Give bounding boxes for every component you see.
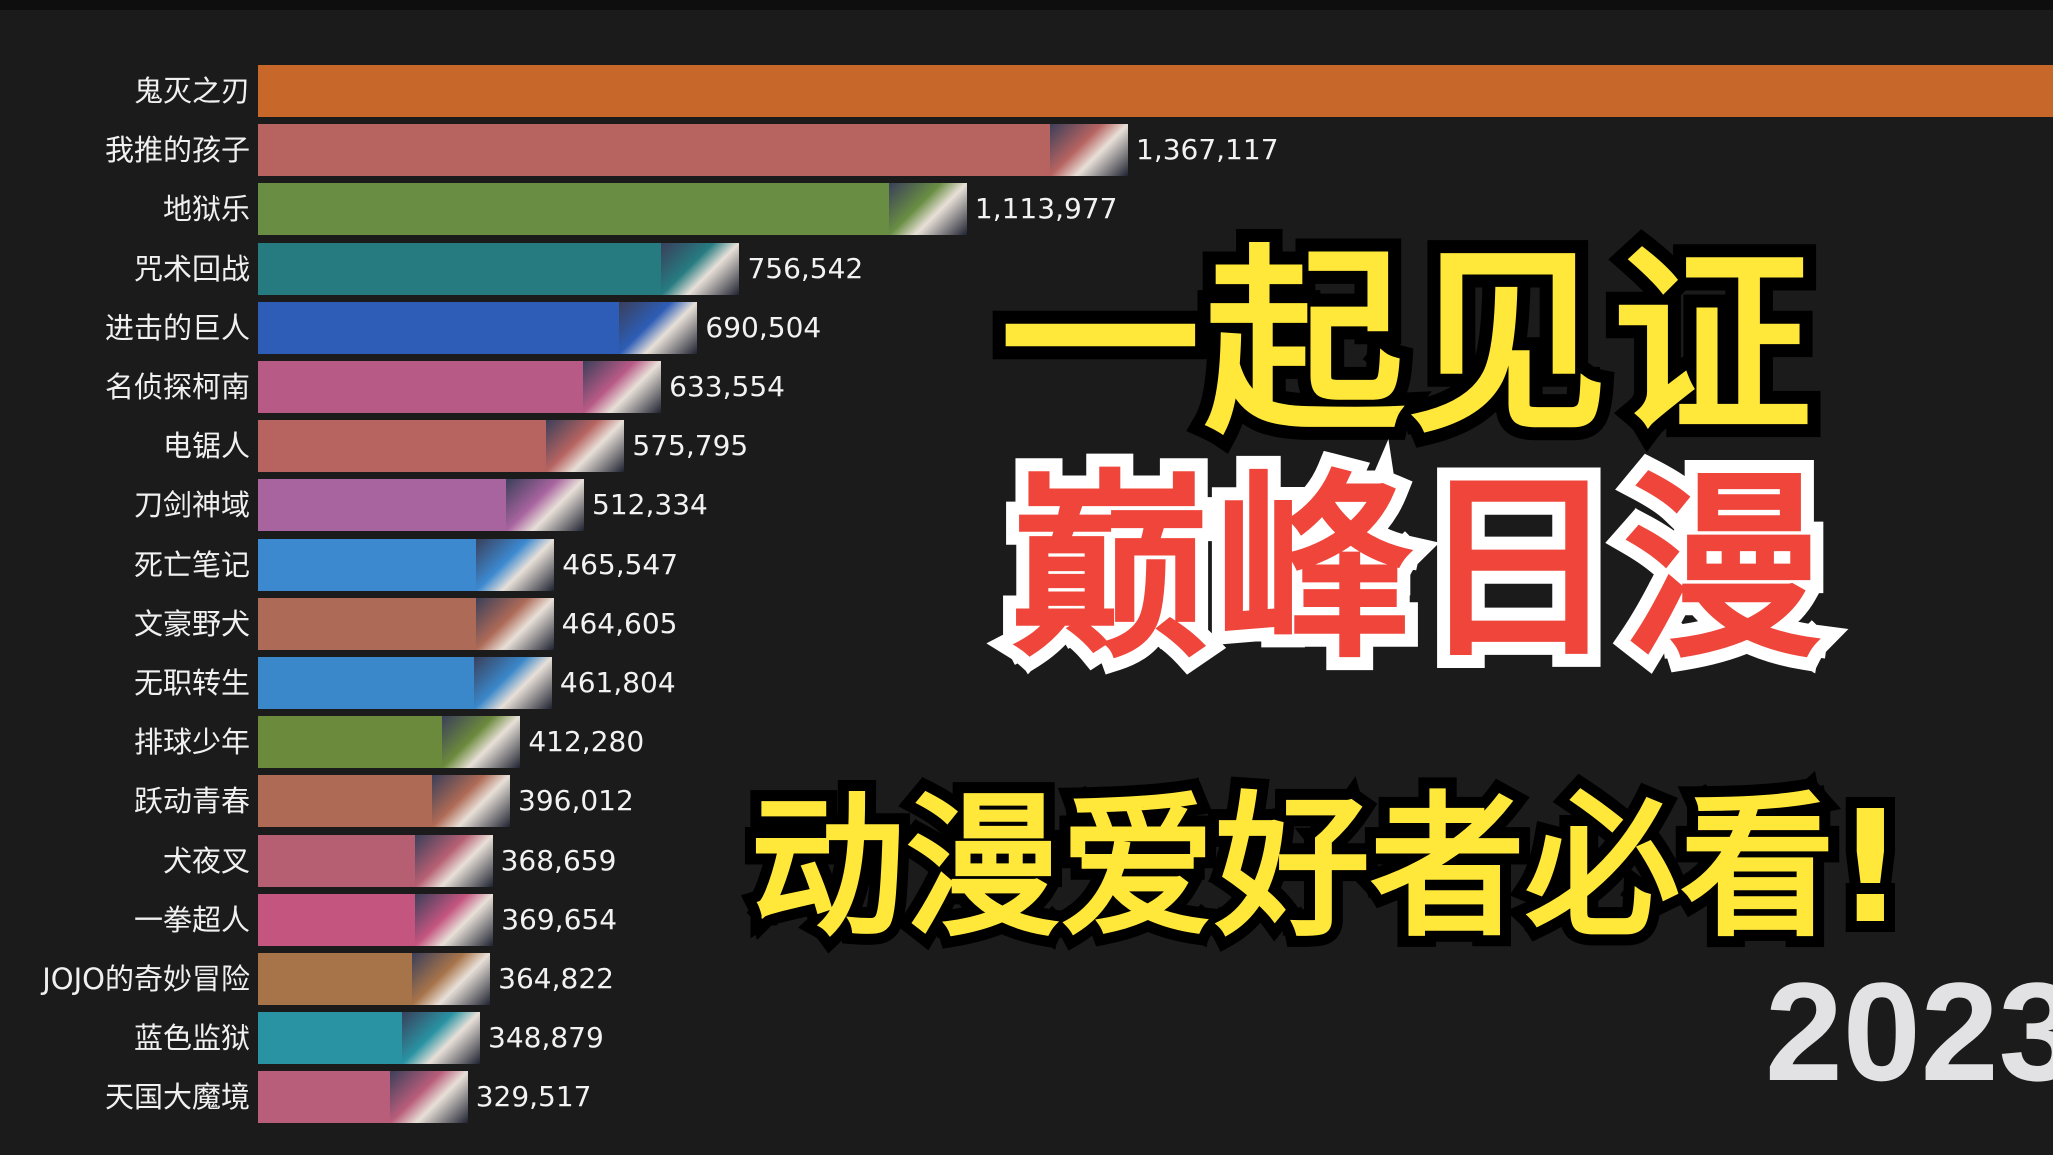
- bar-row: 一拳超人 369,654: [0, 893, 2053, 946]
- category-label: 文豪野犬: [133, 606, 250, 641]
- category-label: 排球少年: [133, 725, 250, 760]
- anime-thumbnail: [619, 301, 698, 354]
- bar: [258, 65, 2053, 117]
- anime-thumbnail: [432, 775, 510, 828]
- bar-row: 名侦探柯南 633,554: [0, 361, 2053, 413]
- overlay-title-line-2: 巅峰日漫: [997, 453, 1835, 686]
- category-label: 死亡笔记: [133, 547, 250, 582]
- category-label: JOJO的奇妙冒险: [42, 962, 250, 996]
- bar-row: JOJO的奇妙冒险 364,822: [0, 953, 2053, 1005]
- category-label: 无职转生: [133, 666, 250, 700]
- anime-thumbnail: [888, 183, 967, 236]
- value-label: 369,654: [501, 902, 618, 936]
- anime-thumbnail: [412, 953, 491, 1005]
- anime-thumbnail: [661, 242, 740, 295]
- bar-row: 文豪野犬 464,605: [0, 597, 2053, 650]
- category-label: 天国大魔境: [104, 1080, 250, 1115]
- value-label: 465,547: [562, 547, 679, 581]
- bar-row: 我推的孩子 1,367,117: [0, 124, 2053, 177]
- value-label: 575,795: [632, 429, 749, 463]
- bar-row: 电锯人 575,795: [0, 420, 2053, 473]
- bar-row: 无职转生 461,804: [0, 657, 2053, 709]
- category-label: 刀剑神域: [133, 488, 250, 523]
- category-label: 地狱乐: [162, 192, 250, 227]
- value-label: 461,804: [559, 666, 676, 699]
- bar-row: 刀剑神域 512,334: [0, 479, 2053, 532]
- value-label: 756,542: [747, 251, 864, 285]
- anime-thumbnail: [506, 479, 585, 532]
- bar: [258, 124, 1128, 177]
- value-label: 512,334: [592, 488, 708, 522]
- year-label: 2023: [1765, 953, 2053, 1110]
- anime-thumbnail: [476, 538, 555, 591]
- bar-row: 死亡笔记 465,547: [0, 538, 2053, 591]
- category-label: 名侦探柯南: [104, 370, 250, 404]
- category-label: 犬夜叉: [162, 843, 250, 878]
- value-label: 412,280: [528, 725, 645, 759]
- value-label: 633,554: [669, 370, 785, 403]
- bar-row: 跃动青春 396,012: [0, 775, 2053, 828]
- category-label: 进击的巨人: [104, 310, 250, 345]
- bar-row: 鬼灭之刃: [0, 65, 2053, 117]
- anime-thumbnail: [473, 657, 552, 709]
- bar-row: 犬夜叉 368,659: [0, 834, 2053, 887]
- bar-row: 蓝色监狱 348,879: [0, 1012, 2053, 1065]
- bar-row: 进击的巨人 690,504: [0, 301, 2053, 354]
- value-label: 364,822: [498, 962, 614, 995]
- anime-thumbnail: [546, 420, 625, 473]
- value-label: 690,504: [705, 310, 822, 344]
- anime-thumbnail: [415, 893, 494, 946]
- category-label: 咒术回战: [133, 251, 250, 286]
- bar: [258, 242, 740, 295]
- category-label: 一拳超人: [133, 902, 250, 937]
- value-label: 329,517: [475, 1080, 592, 1114]
- bar-row: 天国大魔境 329,517: [0, 1071, 2053, 1124]
- anime-thumbnail: [475, 597, 554, 650]
- value-label: 1,367,117: [1136, 133, 1279, 167]
- category-label: 蓝色监狱: [133, 1021, 250, 1056]
- bar: [258, 183, 967, 236]
- anime-thumbnail: [442, 716, 521, 769]
- anime-thumbnail: [1050, 124, 1128, 177]
- value-label: 348,879: [488, 1021, 604, 1055]
- category-label: 我推的孩子: [104, 133, 250, 168]
- value-label: 396,012: [518, 784, 634, 818]
- value-label: 368,659: [500, 843, 617, 877]
- anime-thumbnail: [389, 1071, 468, 1124]
- overlay-title-line-1: 一起见证: [987, 228, 1825, 461]
- category-label: 鬼灭之刃: [133, 74, 250, 108]
- anime-thumbnail: [583, 361, 662, 413]
- overlay-title-line-3: 动漫爱好者必看!: [739, 777, 1917, 958]
- value-label: 464,605: [561, 606, 678, 640]
- anime-thumbnail: [402, 1012, 481, 1065]
- top-band: [0, 0, 2053, 10]
- anime-thumbnail: [414, 834, 493, 887]
- bar-row: 地狱乐 1,113,977: [0, 183, 2053, 236]
- category-label: 电锯人: [162, 429, 250, 464]
- bar-row: 排球少年 412,280: [0, 716, 2053, 769]
- category-label: 跃动青春: [133, 784, 250, 819]
- value-label: 1,113,977: [974, 192, 1118, 226]
- bar-row: 咒术回战 756,542: [0, 242, 2053, 295]
